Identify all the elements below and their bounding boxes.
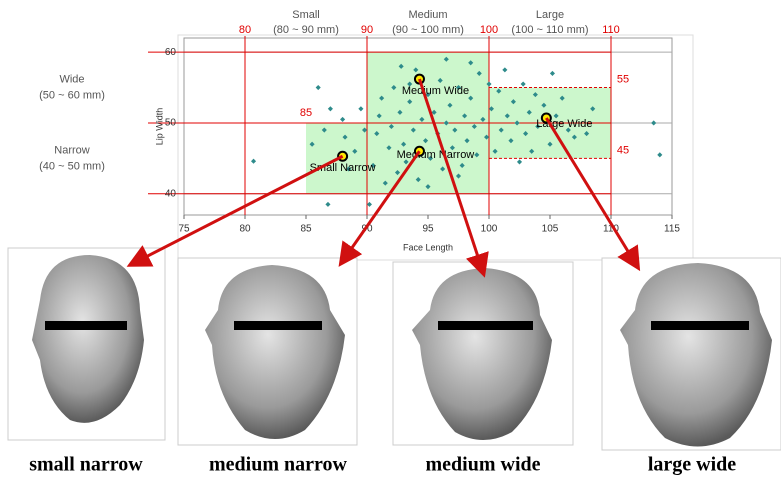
x-tick-label: 105 (542, 224, 559, 235)
page: {"chart_data": {"type": "scatter", "x_la… (0, 0, 781, 479)
size-class: Medium (408, 9, 447, 21)
face-panel (8, 248, 165, 440)
ref-label: 110 (602, 24, 620, 36)
ref-label: 90 (361, 24, 373, 36)
x-tick-label: 95 (422, 224, 434, 235)
face-panel (393, 262, 573, 445)
width-class-range: (40 ~ 50 mm) (39, 160, 105, 172)
highlight-label: Medium Narrow (397, 149, 475, 161)
x-tick-label: 115 (664, 224, 680, 235)
x-tick-label: 75 (178, 224, 190, 235)
width-class-range: (50 ~ 60 mm) (39, 89, 105, 101)
caption: medium wide (426, 454, 541, 476)
zone-label: 45 (617, 144, 629, 156)
face-panels (8, 248, 781, 450)
y-tick-label: 50 (165, 118, 177, 129)
size-class: Large (536, 9, 564, 21)
width-class: Narrow (54, 144, 90, 156)
width-class: Wide (59, 73, 84, 85)
caption: small narrow (29, 454, 143, 476)
face-panel (602, 258, 781, 450)
zone-label: 55 (617, 73, 629, 85)
x-tick-label: 85 (300, 224, 312, 235)
highlight-label: Medium Wide (402, 85, 469, 97)
y-tick-label: 40 (165, 188, 177, 199)
x-tick-label: 100 (481, 224, 498, 235)
size-class-range: (100 ~ 110 mm) (511, 24, 588, 36)
caption: medium narrow (209, 454, 348, 476)
caption: large wide (648, 454, 736, 476)
face-panel (178, 258, 357, 445)
size-class: Small (292, 9, 320, 21)
zone-label: 85 (300, 107, 312, 119)
y-tick-label: 60 (165, 47, 177, 58)
ref-label: 100 (480, 24, 498, 36)
y-axis-title: Lip Width (154, 108, 164, 146)
x-tick-label: 80 (239, 224, 251, 235)
size-class-range: (90 ~ 100 mm) (392, 24, 464, 36)
ref-label: 80 (239, 24, 251, 36)
figure: 4050608555457580859095100105110115809010… (0, 0, 781, 479)
size-class-range: (80 ~ 90 mm) (273, 24, 339, 36)
x-axis-title: Face Length (403, 242, 453, 252)
